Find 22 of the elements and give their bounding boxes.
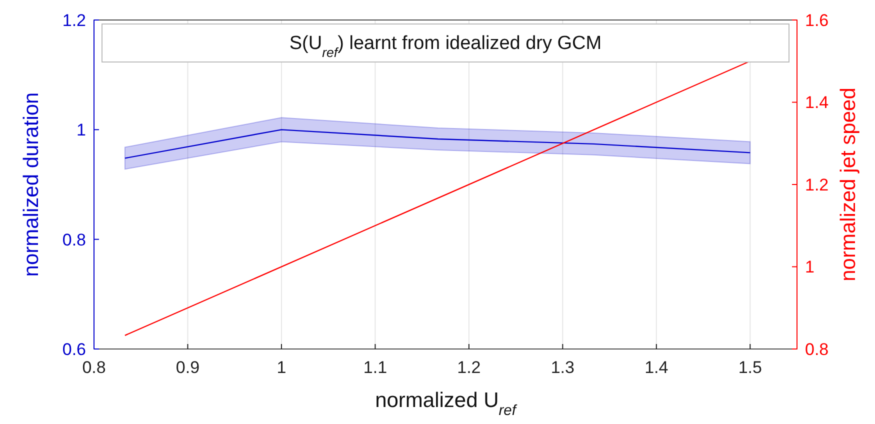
- y2-tick-label: 1: [805, 258, 814, 277]
- y2-axis-title: normalized jet speed: [837, 88, 860, 282]
- x-tick-label: 1: [276, 358, 286, 377]
- y2-tick-label: 1.6: [805, 10, 829, 30]
- y2-tick-label: 1.2: [805, 175, 829, 194]
- x-tick-label: 1.2: [457, 358, 481, 377]
- x-tick-label: 0.9: [176, 358, 200, 377]
- y-axis-title: normalized duration: [20, 92, 43, 277]
- y2-tick-label: 1.4: [805, 93, 829, 112]
- text: S(U$_{ref}$) learnt from idealized dry GCM: [289, 33, 602, 60]
- y2-tick-label: 0.8: [805, 340, 829, 359]
- y-tick-label: 0.8: [62, 230, 86, 250]
- x-tick-label: 1.3: [550, 358, 574, 377]
- x-tick-label: 1.4: [644, 358, 668, 377]
- x-tick-label: 0.8: [82, 358, 106, 377]
- y-tick-label: 1: [76, 120, 86, 140]
- x-tick-label: 1.1: [363, 358, 388, 377]
- x-axis-title: normalized U$_{ref}$: [375, 389, 518, 419]
- y-tick-label: 0.6: [62, 340, 86, 359]
- y-tick-label: 1.2: [62, 10, 86, 30]
- line-series: [124, 129, 751, 159]
- x-tick-label: 1.5: [738, 358, 762, 377]
